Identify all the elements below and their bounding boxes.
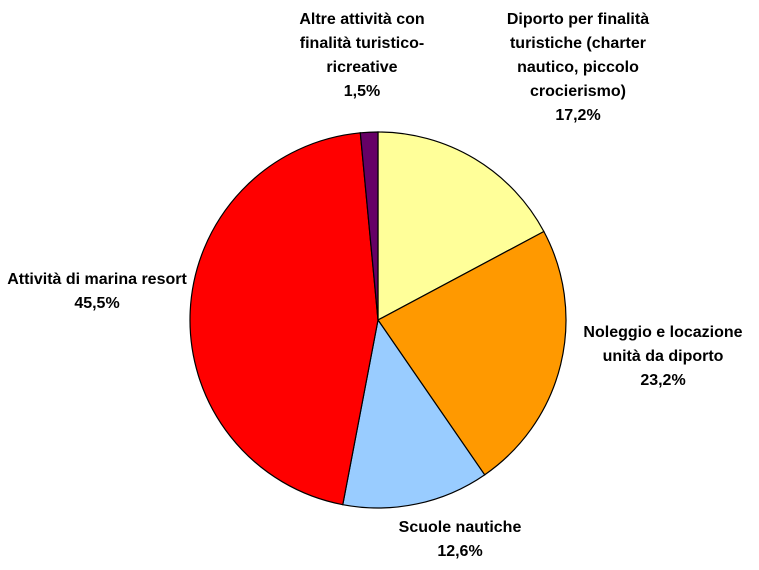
value-label: 45,5% — [74, 295, 120, 312]
slice-label: Scuole nautiche 12,6% — [360, 516, 560, 564]
pie-slice — [377, 230, 567, 476]
value-label: 1,5% — [343, 83, 381, 100]
slice-label: Attività di marina resort 45,5% — [7, 268, 187, 316]
category-label: Diporto per finalità turistiche (charter… — [506, 11, 650, 100]
pie-slice — [342, 318, 486, 509]
slice-label: Diporto per finalità turistiche (charter… — [478, 8, 678, 128]
pie-slice — [189, 132, 379, 506]
pie-slice — [359, 131, 379, 321]
value-label: 17,2% — [555, 107, 601, 124]
value-label: 12,6% — [437, 543, 483, 560]
value-label: 23,2% — [640, 372, 686, 389]
pie-slice — [377, 131, 545, 322]
category-label: Attività di marina resort — [7, 271, 187, 288]
category-label: Scuole nautiche — [398, 519, 522, 536]
category-label: Noleggio e locazione unità da diporto — [583, 324, 743, 365]
slice-label: Altre attività con finalità turistico-ri… — [272, 8, 452, 104]
slice-label: Noleggio e locazione unità da diporto 23,… — [566, 321, 759, 393]
category-label: Altre attività con finalità turistico-ri… — [299, 11, 425, 76]
